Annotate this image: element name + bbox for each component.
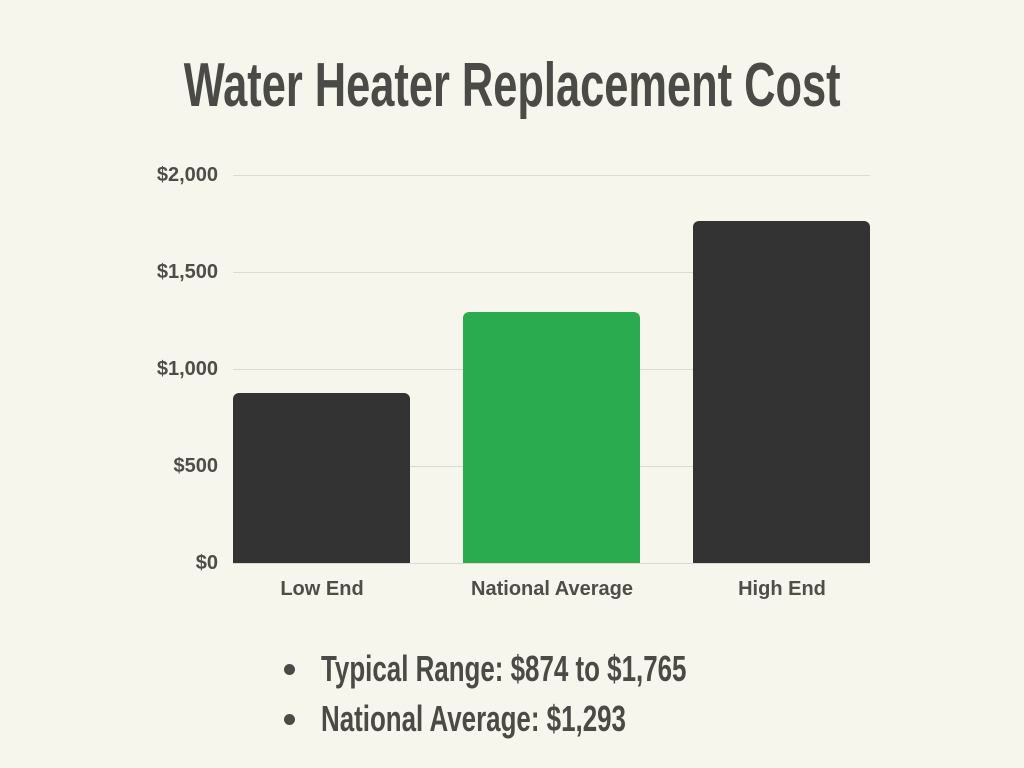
x-label-high-end: High End [738,578,826,600]
bullet-icon [284,663,295,675]
y-tick--0: $0 [195,552,218,574]
y-tick--1-500: $1,500 [156,261,218,283]
note-text: National Average: $1,293 [321,698,626,739]
bar-high-end [693,221,870,563]
gridline--0 [233,563,870,564]
note-text: Typical Range: $874 to $1,765 [321,648,687,689]
bar-national-average [463,312,640,563]
notes-list: Typical Range: $874 to $1,765 National A… [284,644,829,744]
page-title: Water Heater Replacement Cost [0,50,1024,121]
y-tick--1-000: $1,000 [156,358,218,380]
gridline--2-000 [233,175,870,176]
y-tick--500: $500 [173,455,219,477]
bar-low-end [233,393,410,563]
bullet-icon [284,713,295,725]
chart-title: Water Heater Replacement Cost [183,51,841,120]
gridline--1-500 [233,272,870,273]
plot-area [233,175,870,564]
x-label-low-end: Low End [280,578,364,600]
y-tick--2-000: $2,000 [156,164,218,186]
note-item-typical-range: Typical Range: $874 to $1,765 [284,644,829,694]
note-item-national-average: National Average: $1,293 [284,694,829,744]
x-label-national-average: National Average [471,578,633,600]
